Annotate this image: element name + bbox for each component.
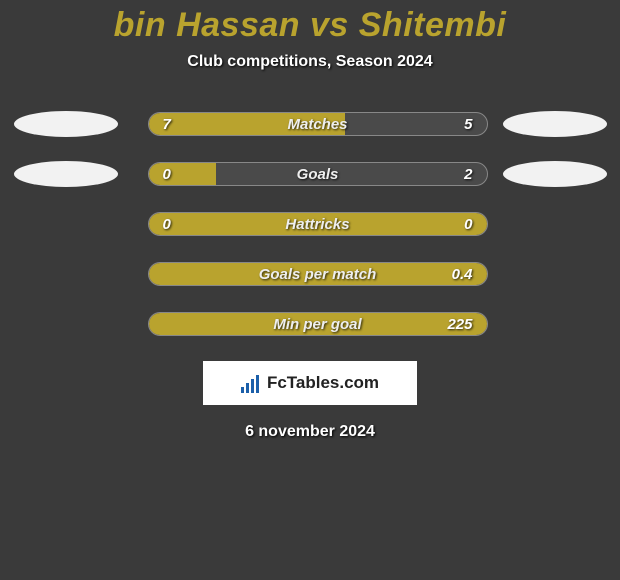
value-right: 225 — [431, 316, 487, 333]
stat-label: Matches — [205, 116, 431, 133]
value-right: 0 — [431, 216, 487, 233]
stat-bar: Min per goal225 — [148, 312, 488, 336]
stat-row: 0Hattricks0 — [0, 211, 620, 237]
stat-bar: Goals per match0.4 — [148, 262, 488, 286]
stat-bar: 7Matches5 — [148, 112, 488, 136]
spacer — [503, 261, 607, 287]
value-left: 0 — [149, 216, 205, 233]
bar-text: 7Matches5 — [149, 113, 487, 135]
stat-row: 7Matches5 — [0, 111, 620, 137]
value-left: 0 — [149, 166, 205, 183]
comparison-infographic: bin Hassan vs Shitembi Club competitions… — [0, 0, 620, 441]
stat-label: Goals — [205, 166, 431, 183]
logo-text: FcTables.com — [267, 373, 379, 393]
stat-bar: 0Goals2 — [148, 162, 488, 186]
spacer — [503, 311, 607, 337]
value-right: 5 — [431, 116, 487, 133]
stat-label: Goals per match — [205, 266, 431, 283]
spacer — [14, 211, 118, 237]
player-marker-right — [503, 161, 607, 187]
stat-bar: 0Hattricks0 — [148, 212, 488, 236]
spacer — [503, 211, 607, 237]
stat-row: Min per goal225 — [0, 311, 620, 337]
stat-rows: 7Matches50Goals20Hattricks0Goals per mat… — [0, 111, 620, 337]
bar-text: 0Hattricks0 — [149, 213, 487, 235]
value-left: 7 — [149, 116, 205, 133]
bar-chart-icon — [241, 373, 261, 393]
player-marker-left — [14, 161, 118, 187]
value-right: 2 — [431, 166, 487, 183]
stat-label: Min per goal — [205, 316, 431, 333]
spacer — [14, 261, 118, 287]
bar-text: Goals per match0.4 — [149, 263, 487, 285]
stat-row: Goals per match0.4 — [0, 261, 620, 287]
date-label: 6 november 2024 — [0, 423, 620, 441]
page-title: bin Hassan vs Shitembi — [0, 6, 620, 45]
stat-row: 0Goals2 — [0, 161, 620, 187]
source-logo[interactable]: FcTables.com — [203, 361, 417, 405]
bar-text: 0Goals2 — [149, 163, 487, 185]
bar-text: Min per goal225 — [149, 313, 487, 335]
spacer — [14, 311, 118, 337]
player-marker-left — [14, 111, 118, 137]
player-marker-right — [503, 111, 607, 137]
value-right: 0.4 — [431, 266, 487, 283]
page-subtitle: Club competitions, Season 2024 — [0, 53, 620, 71]
stat-label: Hattricks — [205, 216, 431, 233]
